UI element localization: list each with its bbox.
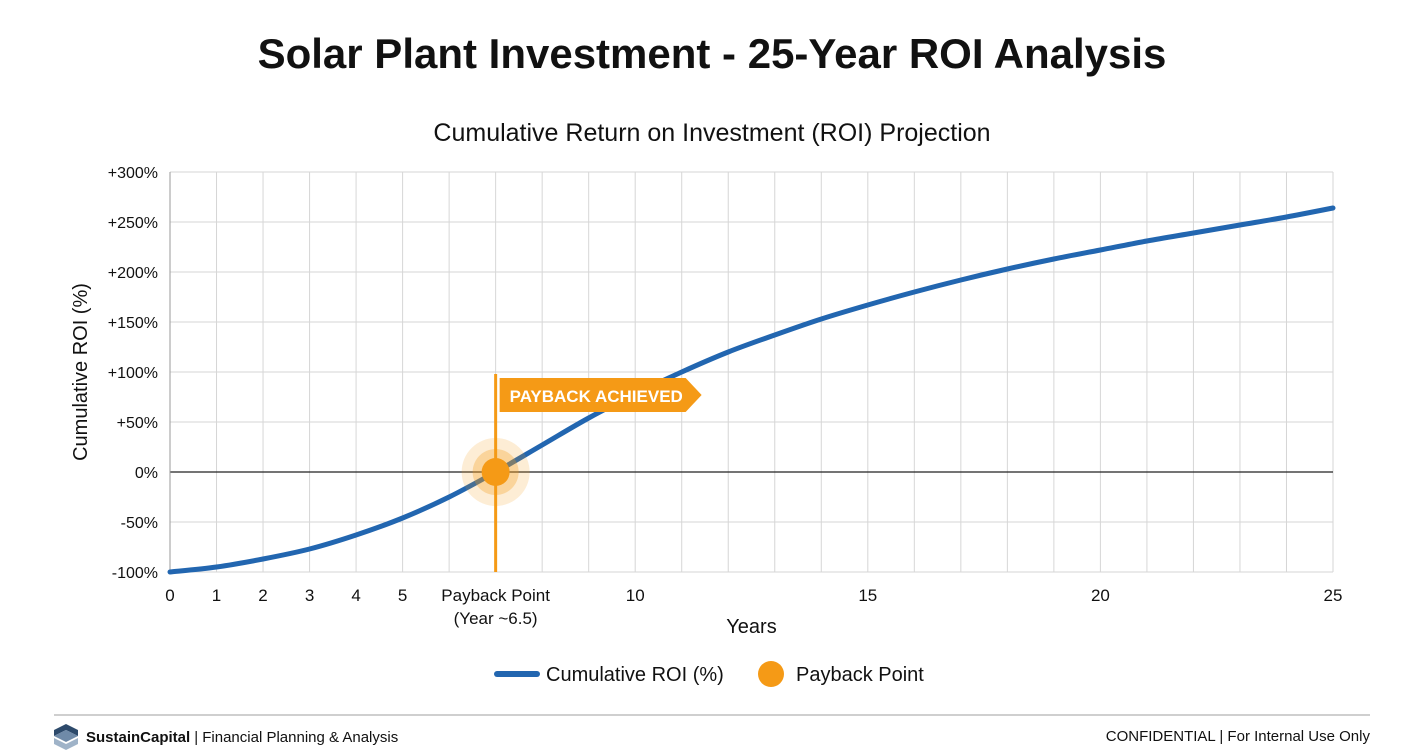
legend-label-payback: Payback Point	[796, 664, 924, 686]
y-tick-label: -100%	[112, 565, 158, 582]
y-tick-label: +150%	[108, 315, 158, 332]
y-tick-label: +250%	[108, 215, 158, 232]
series-line-cumulative-roi	[167, 205, 1336, 575]
legend-dot-swatch	[758, 661, 784, 687]
x-axis-label: Years	[726, 616, 776, 638]
y-tick-label: 0%	[135, 465, 158, 482]
y-tick-label: +200%	[108, 265, 158, 282]
x-tick-label: 25	[1324, 586, 1343, 605]
x-tick-label: 3	[305, 586, 314, 605]
y-tick-label: +50%	[117, 415, 158, 432]
roi-chart: Cumulative Return on Investment (ROI) Pr…	[70, 119, 1343, 687]
x-tick-label: 0	[165, 586, 174, 605]
chart-subtitle: Cumulative Return on Investment (ROI) Pr…	[433, 119, 990, 147]
payback-point-marker	[481, 458, 510, 486]
payback-flag	[499, 378, 702, 412]
y-tick-label: -50%	[121, 515, 158, 532]
y-axis-label: Cumulative ROI (%)	[70, 283, 92, 461]
payback-axis-label: Payback Point	[441, 586, 550, 605]
footer-left: SustainCapital | Financial Planning & An…	[54, 724, 398, 750]
sustaincapital-logo-icon	[54, 724, 78, 750]
y-tick-label: +300%	[108, 165, 158, 182]
y-tick-label: +100%	[108, 365, 158, 382]
page-title: Solar Plant Investment - 25-Year ROI Ana…	[257, 30, 1167, 77]
x-tick-label: 5	[398, 586, 407, 605]
x-tick-label: 2	[258, 586, 267, 605]
x-tick-label: 10	[626, 586, 645, 605]
payback-annotation: PAYBACK ACHIEVED	[510, 387, 683, 406]
footer-subtitle: | Financial Planning & Analysis	[194, 728, 399, 746]
payback-axis-label-year: (Year ~6.5)	[454, 609, 538, 628]
footer-brand: SustainCapital	[86, 728, 191, 746]
x-tick-label: 1	[212, 586, 221, 605]
x-tick-label: 4	[351, 586, 360, 605]
x-tick-label: 15	[858, 586, 877, 605]
footer-confidential: CONFIDENTIAL | For Internal Use Only	[1105, 728, 1370, 745]
footer-divider	[54, 714, 1370, 716]
legend-label-roi: Cumulative ROI (%)	[546, 664, 724, 686]
x-tick-label: 20	[1091, 586, 1110, 605]
